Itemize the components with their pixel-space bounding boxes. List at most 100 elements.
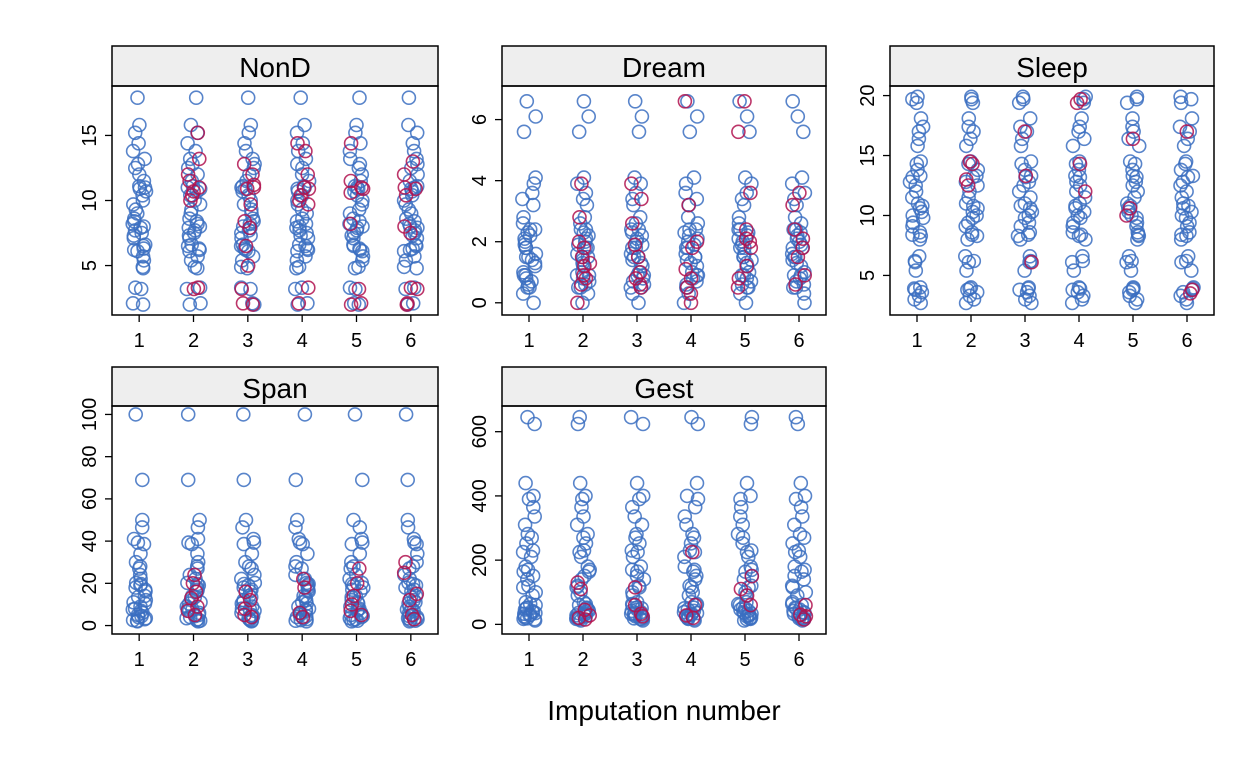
observed-point — [1130, 232, 1145, 247]
observed-point — [398, 253, 414, 268]
strip-header — [111, 45, 439, 87]
observed-point — [965, 95, 981, 111]
observed-point — [238, 143, 254, 159]
observed-point — [961, 254, 977, 270]
observed-point — [294, 280, 310, 296]
observed-point — [1119, 95, 1135, 111]
imputed-point — [343, 136, 359, 151]
observed-point — [906, 281, 922, 296]
imputed-point — [785, 197, 800, 213]
observed-point — [1123, 263, 1139, 278]
observed-point — [128, 280, 143, 296]
imputed-point — [186, 281, 202, 297]
imputed-point — [742, 234, 758, 249]
observed-point — [182, 243, 197, 259]
imputed-point — [180, 167, 196, 182]
y-tick-label: 5 — [857, 270, 879, 281]
observed-point — [1176, 201, 1191, 216]
x-tick-label: 4 — [297, 330, 308, 352]
imputed-point — [295, 609, 311, 625]
observed-point — [679, 517, 694, 533]
observed-point — [1066, 263, 1082, 278]
observed-point — [243, 117, 259, 133]
imputed-point — [570, 295, 585, 311]
observed-point — [635, 488, 651, 504]
observed-point — [233, 259, 249, 275]
observed-point — [580, 559, 596, 574]
imputed-point — [399, 297, 415, 312]
observed-point — [135, 297, 151, 312]
imputed-point — [731, 271, 747, 286]
plot-frame — [111, 405, 439, 635]
imputed-point — [684, 544, 700, 560]
observed-point — [570, 416, 586, 432]
observed-point — [240, 90, 256, 105]
observed-point — [1182, 225, 1197, 240]
imputed-point — [624, 216, 640, 231]
observed-point — [132, 561, 147, 576]
observed-point — [136, 241, 151, 256]
observed-point — [580, 526, 595, 542]
observed-point — [515, 191, 530, 207]
x-tick-label: 2 — [188, 649, 199, 671]
observed-point — [1129, 169, 1144, 185]
imputed-point — [403, 225, 418, 241]
y-tick-label: 10 — [857, 204, 879, 226]
x-tick-label: 4 — [685, 649, 696, 671]
imputed-point — [633, 606, 649, 622]
observed-point — [288, 567, 303, 583]
imputed-point — [406, 611, 422, 627]
observed-point — [1074, 111, 1089, 126]
imputed-point — [396, 565, 412, 581]
imputed-point — [744, 568, 760, 584]
observed-point — [352, 90, 367, 105]
observed-point — [519, 94, 535, 109]
x-tick-label: 1 — [523, 330, 534, 352]
imputed-point — [960, 178, 976, 193]
observed-point — [182, 211, 197, 226]
imputed-point — [965, 156, 980, 172]
observed-point — [1017, 210, 1033, 226]
imputed-point — [790, 249, 806, 265]
observed-point — [743, 488, 758, 504]
observed-point — [409, 536, 424, 552]
y-tick-label: 15 — [79, 124, 101, 146]
observed-point — [965, 210, 981, 226]
imputed-point — [683, 271, 699, 286]
observed-point — [401, 202, 417, 217]
imputed-point — [630, 249, 646, 265]
imputed-point — [1017, 124, 1033, 139]
observed-point — [1175, 174, 1191, 190]
observed-point — [520, 526, 536, 542]
observed-point — [300, 295, 315, 311]
imputed-point — [574, 176, 589, 191]
observed-point — [518, 475, 533, 491]
observed-point — [528, 170, 543, 185]
points — [515, 94, 813, 311]
observed-point — [960, 232, 975, 247]
observed-point — [400, 472, 416, 488]
observed-point — [677, 549, 692, 565]
observed-point — [627, 509, 643, 524]
observed-point — [785, 94, 801, 109]
imputed-point — [684, 240, 700, 256]
y-tick-label: 20 — [79, 572, 101, 594]
observed-point — [744, 176, 759, 191]
observed-point — [739, 109, 755, 124]
imputed-point — [343, 173, 359, 189]
observed-point — [1173, 89, 1188, 105]
observed-point — [1184, 111, 1200, 126]
y-tick-label: 10 — [79, 189, 101, 211]
observed-point — [793, 475, 809, 491]
observed-point — [180, 472, 196, 488]
imputed-point — [1119, 208, 1134, 223]
observed-point — [581, 564, 597, 580]
imputed-point — [683, 286, 699, 301]
observed-point — [574, 491, 590, 507]
observed-point — [135, 512, 150, 528]
imputed-point — [576, 267, 591, 283]
imputed-point — [187, 567, 202, 583]
observed-point — [797, 185, 813, 201]
